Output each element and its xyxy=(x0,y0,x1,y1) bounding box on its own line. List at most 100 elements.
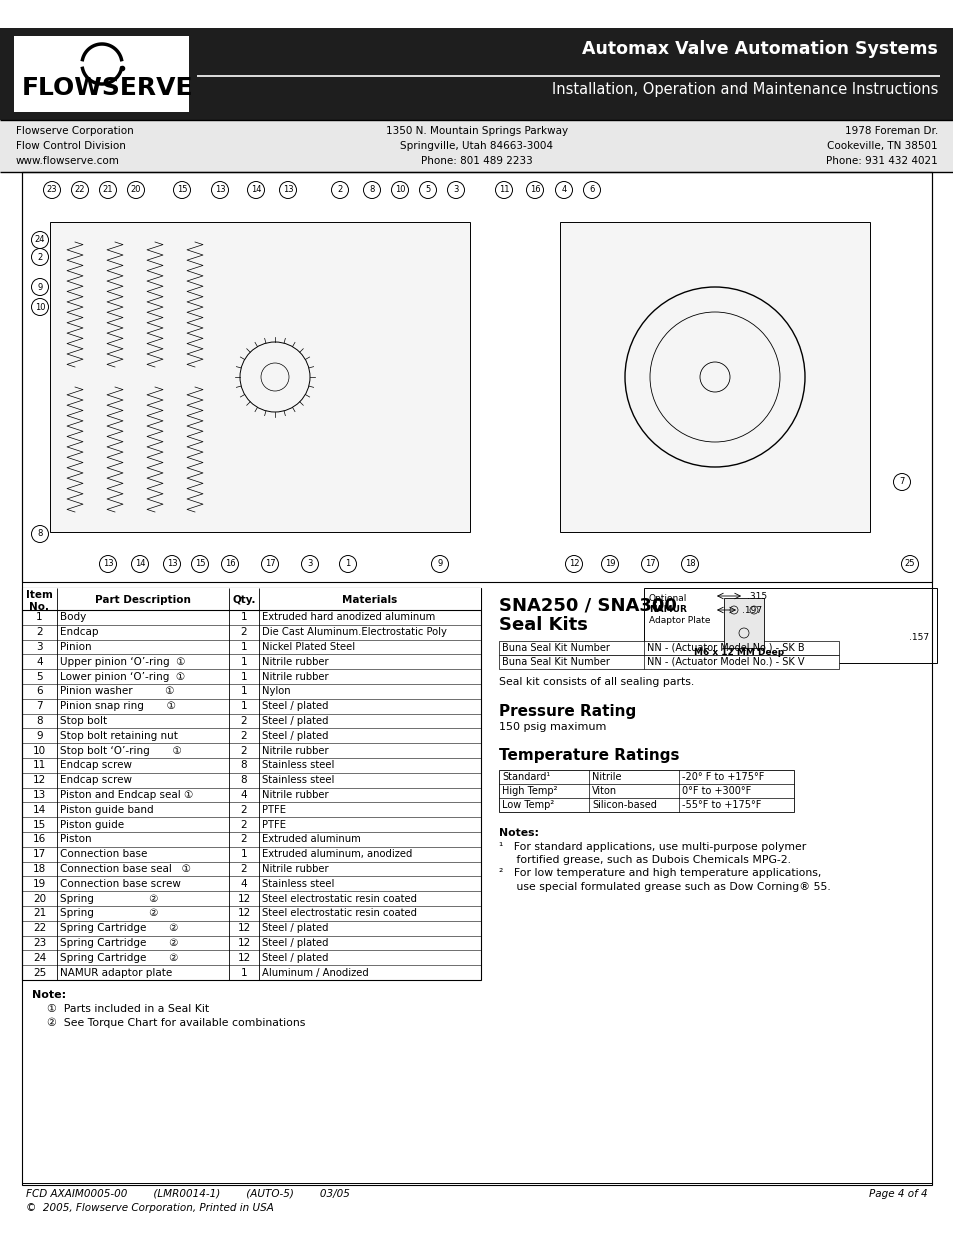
Text: Buna Seal Kit Number: Buna Seal Kit Number xyxy=(501,643,609,653)
Text: Nylon: Nylon xyxy=(262,687,291,697)
Text: 12: 12 xyxy=(32,776,46,785)
Text: 13: 13 xyxy=(103,559,113,568)
Text: 8: 8 xyxy=(240,761,247,771)
Text: 7: 7 xyxy=(899,478,903,487)
Bar xyxy=(50,222,470,532)
Text: 6: 6 xyxy=(36,687,43,697)
Text: 8: 8 xyxy=(240,776,247,785)
Text: 5: 5 xyxy=(425,185,430,194)
Text: Automax Valve Automation Systems: Automax Valve Automation Systems xyxy=(581,40,937,58)
Text: Seal Kits: Seal Kits xyxy=(498,616,587,634)
Text: 25: 25 xyxy=(32,967,46,978)
Text: PTFE: PTFE xyxy=(262,820,286,830)
Text: 21: 21 xyxy=(103,185,113,194)
Text: M6 x 12 MM Deep: M6 x 12 MM Deep xyxy=(693,648,783,657)
Bar xyxy=(643,588,936,663)
Text: Qty.: Qty. xyxy=(232,595,255,605)
Text: Steel electrostatic resin coated: Steel electrostatic resin coated xyxy=(262,894,416,904)
Text: 11: 11 xyxy=(498,185,509,194)
Text: 13: 13 xyxy=(32,790,46,800)
Text: 24: 24 xyxy=(34,236,45,245)
Text: Temperature Ratings: Temperature Ratings xyxy=(498,748,679,763)
Text: 22: 22 xyxy=(74,185,85,194)
Text: 1: 1 xyxy=(240,672,247,682)
Text: 9: 9 xyxy=(37,283,43,291)
Text: Upper pinion ‘O’-ring  ①: Upper pinion ‘O’-ring ① xyxy=(60,657,185,667)
Text: 1: 1 xyxy=(240,687,247,697)
Text: 4: 4 xyxy=(240,790,247,800)
Text: www.flowserve.com: www.flowserve.com xyxy=(16,156,120,165)
Text: 12: 12 xyxy=(237,952,251,963)
Text: ©  2005, Flowserve Corporation, Printed in USA: © 2005, Flowserve Corporation, Printed i… xyxy=(26,1203,274,1213)
Text: Steel / plated: Steel / plated xyxy=(262,731,328,741)
Text: 6: 6 xyxy=(589,185,594,194)
Text: Stop bolt: Stop bolt xyxy=(60,716,107,726)
Text: NN - (Actuator Model No.) - SK B: NN - (Actuator Model No.) - SK B xyxy=(646,643,803,653)
Text: Nickel Plated Steel: Nickel Plated Steel xyxy=(262,642,355,652)
Text: Nitrile rubber: Nitrile rubber xyxy=(262,864,328,874)
Text: 0°F to +300°F: 0°F to +300°F xyxy=(681,785,750,797)
Text: 2: 2 xyxy=(337,185,342,194)
Text: Seal kit consists of all sealing parts.: Seal kit consists of all sealing parts. xyxy=(498,677,694,687)
Text: NN - (Actuator Model No.) - SK V: NN - (Actuator Model No.) - SK V xyxy=(646,657,803,667)
Text: Item
No.: Item No. xyxy=(26,590,52,611)
Text: Spring                 ②: Spring ② xyxy=(60,894,158,904)
Text: 20: 20 xyxy=(33,894,46,904)
Text: use special formulated grease such as Dow Corning® 55.: use special formulated grease such as Do… xyxy=(498,882,830,892)
Text: Silicon-based: Silicon-based xyxy=(592,800,657,810)
Text: Page 4 of 4: Page 4 of 4 xyxy=(868,1189,927,1199)
Text: 12: 12 xyxy=(237,909,251,919)
Text: Adaptor Plate: Adaptor Plate xyxy=(648,616,710,625)
Text: 1: 1 xyxy=(240,657,247,667)
Text: 14: 14 xyxy=(134,559,145,568)
Text: 20: 20 xyxy=(131,185,141,194)
Text: 10: 10 xyxy=(34,303,45,311)
Text: 2: 2 xyxy=(240,746,247,756)
Text: Note:: Note: xyxy=(32,990,66,1000)
Text: 13: 13 xyxy=(214,185,225,194)
Text: Piston and Endcap seal ①: Piston and Endcap seal ① xyxy=(60,790,193,800)
Text: Aluminum / Anodized: Aluminum / Anodized xyxy=(262,967,369,978)
Text: 17: 17 xyxy=(644,559,655,568)
Text: Body: Body xyxy=(60,613,86,622)
Text: -20° F to +175°F: -20° F to +175°F xyxy=(681,772,763,782)
Text: Connection base screw: Connection base screw xyxy=(60,879,181,889)
Text: fortified grease, such as Dubois Chemicals MPG-2.: fortified grease, such as Dubois Chemica… xyxy=(498,855,790,864)
Text: Installation, Operation and Maintenance Instructions: Installation, Operation and Maintenance … xyxy=(551,82,937,98)
Text: Extruded aluminum: Extruded aluminum xyxy=(262,835,360,845)
Text: 3: 3 xyxy=(36,642,43,652)
Text: 22: 22 xyxy=(32,924,46,934)
Text: Stop bolt retaining nut: Stop bolt retaining nut xyxy=(60,731,177,741)
Text: Nitrile: Nitrile xyxy=(592,772,620,782)
Text: Steel / plated: Steel / plated xyxy=(262,716,328,726)
Text: 13: 13 xyxy=(282,185,293,194)
Text: 8: 8 xyxy=(37,530,43,538)
Text: Part Description: Part Description xyxy=(95,595,191,605)
Text: Nitrile rubber: Nitrile rubber xyxy=(262,790,328,800)
Text: 16: 16 xyxy=(529,185,539,194)
Bar xyxy=(0,28,953,120)
Bar xyxy=(14,36,189,112)
Text: Pressure Rating: Pressure Rating xyxy=(498,704,636,719)
Text: 16: 16 xyxy=(32,835,46,845)
Text: NAMUR adaptor plate: NAMUR adaptor plate xyxy=(60,967,172,978)
Text: Buna Seal Kit Number: Buna Seal Kit Number xyxy=(501,657,609,667)
Text: 8: 8 xyxy=(36,716,43,726)
Text: 2: 2 xyxy=(240,731,247,741)
Text: 1: 1 xyxy=(240,642,247,652)
Text: 17: 17 xyxy=(264,559,275,568)
Bar xyxy=(22,588,480,981)
Text: Low Temp²: Low Temp² xyxy=(501,800,554,810)
Text: 16: 16 xyxy=(225,559,235,568)
Text: Steel / plated: Steel / plated xyxy=(262,924,328,934)
Text: 3: 3 xyxy=(453,185,458,194)
Text: 23: 23 xyxy=(32,939,46,948)
Text: Piston guide band: Piston guide band xyxy=(60,805,153,815)
Text: 8: 8 xyxy=(369,185,375,194)
Text: Optional: Optional xyxy=(648,594,687,603)
Text: 2: 2 xyxy=(240,716,247,726)
Text: 2: 2 xyxy=(240,820,247,830)
Text: 7: 7 xyxy=(36,701,43,711)
Text: -55°F to +175°F: -55°F to +175°F xyxy=(681,800,760,810)
Text: 12: 12 xyxy=(568,559,578,568)
